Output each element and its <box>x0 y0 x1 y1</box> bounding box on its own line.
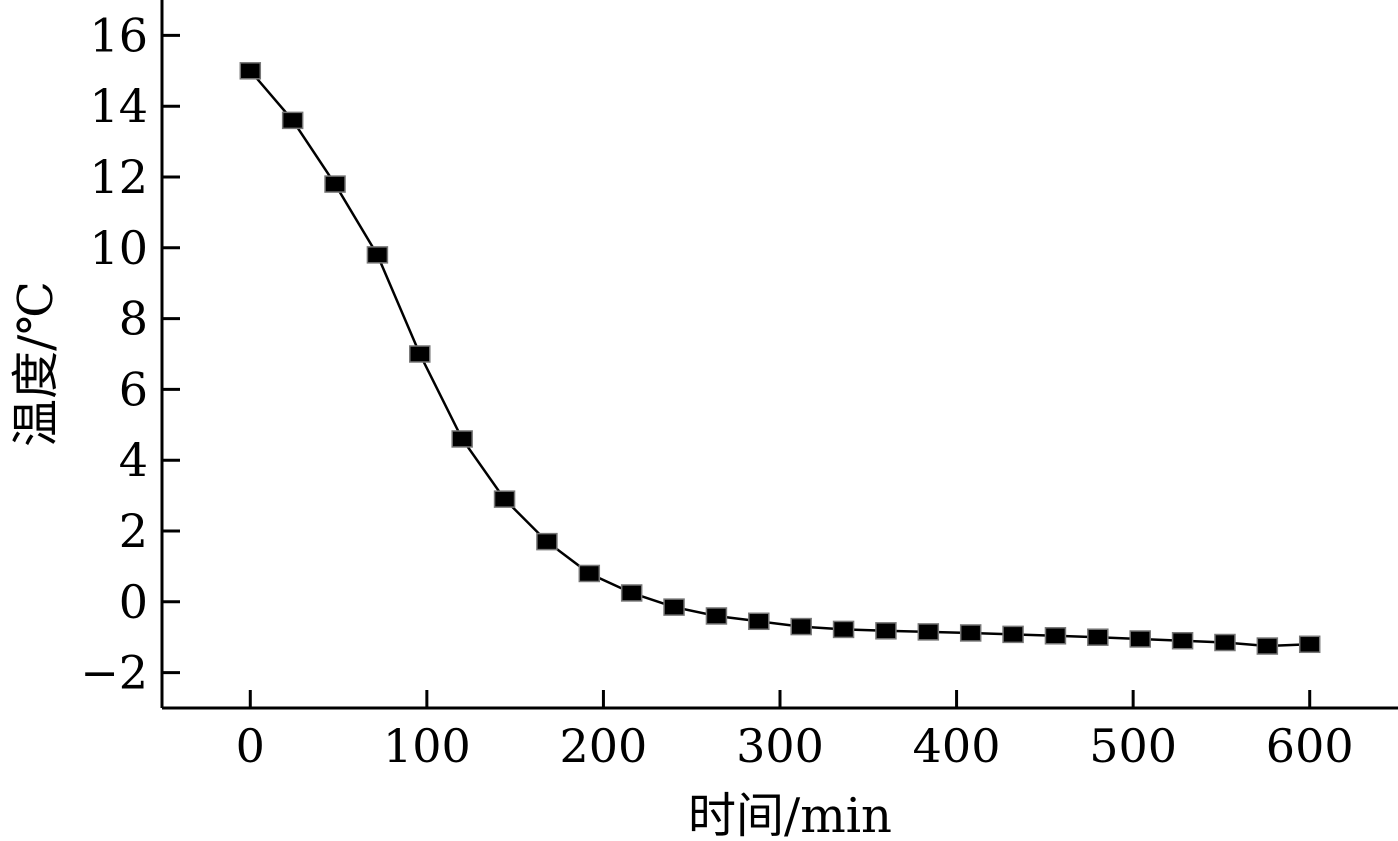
x-tick-label: 0 <box>236 719 265 773</box>
y-tick-label: 0 <box>119 575 148 629</box>
data-point-marker <box>281 111 304 130</box>
data-point-marker <box>1044 627 1067 645</box>
y-tick-label: 8 <box>119 292 148 346</box>
data-point-marker <box>324 175 346 193</box>
data-point-marker <box>663 598 685 616</box>
data-point-marker <box>705 607 728 625</box>
data-point-marker <box>1256 637 1279 655</box>
data-point-marker <box>451 430 473 448</box>
y-tick-label: 12 <box>89 150 148 204</box>
data-point-marker <box>493 490 516 508</box>
y-tick-label: 4 <box>119 433 148 487</box>
data-point-marker <box>536 532 558 551</box>
y-tick-label: 2 <box>119 504 148 558</box>
y-tick-label: 6 <box>119 362 148 416</box>
data-point-marker <box>1002 625 1024 644</box>
data-point-marker <box>239 62 262 80</box>
data-point-marker <box>1171 631 1194 650</box>
data-point-marker <box>1087 628 1109 646</box>
x-tick-label: 200 <box>560 719 648 773</box>
x-tick-label: 500 <box>1089 719 1177 773</box>
x-tick-label: 400 <box>913 719 1001 773</box>
y-tick-label: 16 <box>89 8 148 62</box>
data-point-marker <box>620 584 643 602</box>
data-point-marker <box>790 617 812 636</box>
data-point-marker <box>409 345 431 363</box>
data-point-marker <box>917 623 940 641</box>
labels: 时间/min 温度/℃ <box>8 281 892 841</box>
y-tick-label: −2 <box>80 646 148 700</box>
data-point-marker <box>748 612 770 631</box>
data-point-marker <box>366 246 389 264</box>
x-axis-title: 时间/min <box>688 788 892 841</box>
x-tick-label: 600 <box>1266 719 1354 773</box>
data-point-marker <box>1214 633 1236 652</box>
data-point-marker <box>875 622 897 640</box>
data-point-marker <box>1129 630 1151 648</box>
data-point-marker <box>832 620 855 639</box>
y-axis-title: 温度/℃ <box>8 281 64 447</box>
y-tick-label: 14 <box>89 79 148 133</box>
axes: −2 0 2 4 6 8 10 12 14 16 0 100 200 300 400 500 600 <box>80 0 1398 773</box>
data-point-marker <box>578 564 601 583</box>
y-tick-label: 10 <box>89 221 148 275</box>
data-point-marker <box>1298 635 1321 654</box>
x-tick-label: 100 <box>383 719 471 773</box>
x-tick-label: 300 <box>736 719 824 773</box>
series-layer <box>239 62 1321 655</box>
data-point-marker <box>959 624 982 642</box>
